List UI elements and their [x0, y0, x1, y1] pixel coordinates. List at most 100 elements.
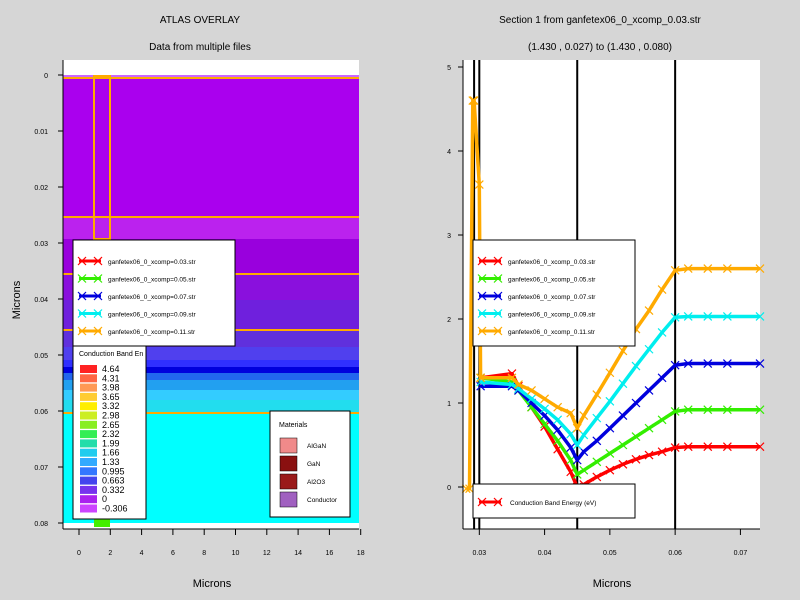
data-marker	[77, 256, 87, 266]
data-marker	[605, 396, 615, 406]
data-marker	[670, 312, 680, 322]
data-marker	[93, 256, 103, 266]
left-x-tick-label: 6	[171, 550, 175, 557]
data-marker	[540, 419, 550, 429]
band-region	[63, 78, 359, 217]
left-x-tick-label: 18	[357, 550, 365, 557]
left-x-tick-label: 2	[108, 550, 112, 557]
data-marker	[618, 411, 628, 421]
colorbar-value: 0.995	[102, 466, 125, 476]
left-axes: 0 2 4 6 8 10 12 14 16 18 0 0.01 0.02 0.03 0.04 0.05 0.06…	[34, 60, 365, 557]
data-marker	[592, 390, 602, 400]
data-marker	[722, 264, 732, 274]
left-structure-plot: ATLAS OVERLAY Data from multiple files M…	[11, 15, 365, 590]
series-group	[476, 373, 765, 479]
chart-subtitle: (1.430 , 0.027) to (1.430 , 0.080)	[528, 42, 672, 53]
left-x-axis-label: Microns	[193, 578, 232, 590]
data-marker	[527, 394, 536, 404]
data-marker	[93, 274, 103, 283]
legend-entry-label: ganfetex06_0_xcomp_0.11.str	[508, 329, 596, 336]
colorbar-value: 0.332	[102, 485, 125, 495]
material-name: AlGaN	[307, 443, 326, 450]
data-marker	[493, 256, 503, 266]
left-x-tick-label: 16	[326, 550, 334, 557]
colorbar-swatch	[80, 495, 97, 504]
data-marker	[755, 442, 765, 452]
data-marker	[77, 309, 87, 318]
band-legend: Conduction Band Energy (eV)	[472, 483, 636, 519]
data-marker	[618, 346, 628, 356]
data-marker	[93, 309, 103, 318]
contact-marker	[94, 519, 110, 527]
data-marker	[703, 264, 713, 274]
data-marker	[631, 432, 641, 442]
data-marker	[670, 360, 680, 370]
left-y-tick-label: 0.07	[34, 465, 48, 472]
legend-entry-label: ganfetex06_0_xcomp=0.07.str	[108, 294, 196, 301]
data-marker	[592, 457, 602, 467]
data-marker	[644, 423, 654, 433]
data-marker	[618, 440, 628, 450]
data-marker	[644, 385, 654, 395]
colorbar-value: 3.65	[102, 392, 120, 402]
y-tick-label: 2	[447, 317, 451, 324]
colorbar-legend: Conduction Band En 4.644.313.983.653.322…	[72, 345, 147, 520]
data-marker	[644, 344, 654, 354]
data-marker	[579, 411, 589, 421]
band-legend-label: Conduction Band Energy (eV)	[510, 500, 596, 507]
data-marker	[657, 447, 667, 457]
data-marker	[493, 274, 503, 283]
material-name: Conductor	[307, 497, 338, 504]
colorbar-swatch	[80, 402, 97, 411]
data-marker	[755, 264, 765, 274]
colorbar-value: 2.98	[102, 411, 120, 421]
left-title: ATLAS OVERLAY	[160, 15, 241, 26]
data-marker	[657, 328, 667, 337]
materials-title: Materials	[279, 422, 308, 429]
data-marker	[683, 264, 693, 274]
data-marker	[93, 326, 103, 336]
data-marker	[755, 312, 765, 321]
colorbar-swatch	[80, 458, 97, 466]
data-marker	[605, 368, 615, 378]
y-tick-label: 5	[447, 65, 451, 72]
x-tick-label: 0.07	[734, 550, 748, 557]
data-marker	[474, 180, 484, 190]
colorbar-value: 0	[102, 494, 107, 504]
data-marker	[93, 291, 103, 301]
y-tick-label: 1	[447, 401, 451, 408]
data-marker	[507, 373, 517, 383]
data-marker	[722, 442, 732, 452]
data-marker	[605, 465, 615, 475]
data-marker	[477, 256, 487, 266]
data-marker	[605, 448, 615, 458]
x-axis-label: Microns	[593, 578, 632, 590]
left-y-tick-label: 0.06	[34, 409, 48, 416]
data-marker	[703, 312, 713, 321]
legend-entry-label: ganfetex06_0_xcomp=0.03.str	[108, 259, 196, 266]
series-group	[461, 96, 765, 494]
left-y-axis-label: Microns	[11, 280, 23, 319]
left-y-tick-label: 0.04	[34, 297, 48, 304]
left-file-legend: ganfetex06_0_xcomp=0.03.str ganfetex06_0_…	[72, 239, 236, 347]
band-region	[63, 373, 359, 380]
legend-entry-label: ganfetex06_0_xcomp_0.07.str	[508, 294, 596, 301]
colorbar-swatch	[80, 420, 97, 429]
data-marker	[461, 484, 471, 494]
legend-entry-label: ganfetex06_0_xcomp=0.09.str	[108, 312, 196, 319]
left-y-tick-label: 0	[44, 73, 48, 80]
data-marker	[493, 326, 503, 336]
data-marker	[553, 436, 563, 446]
legend-entry-label: ganfetex06_0_xcomp=0.05.str	[108, 277, 196, 284]
material-name: Al2O3	[307, 479, 325, 486]
colorbar-title: Conduction Band En	[79, 351, 143, 358]
material-swatch	[279, 455, 298, 472]
material-swatch	[279, 437, 298, 454]
data-marker	[592, 413, 602, 423]
data-marker	[683, 312, 693, 321]
data-marker	[493, 291, 503, 301]
colorbar-value: 3.98	[102, 383, 120, 393]
material-swatch	[279, 491, 298, 508]
material-name: GaN	[307, 461, 321, 468]
series-lines	[461, 96, 765, 494]
